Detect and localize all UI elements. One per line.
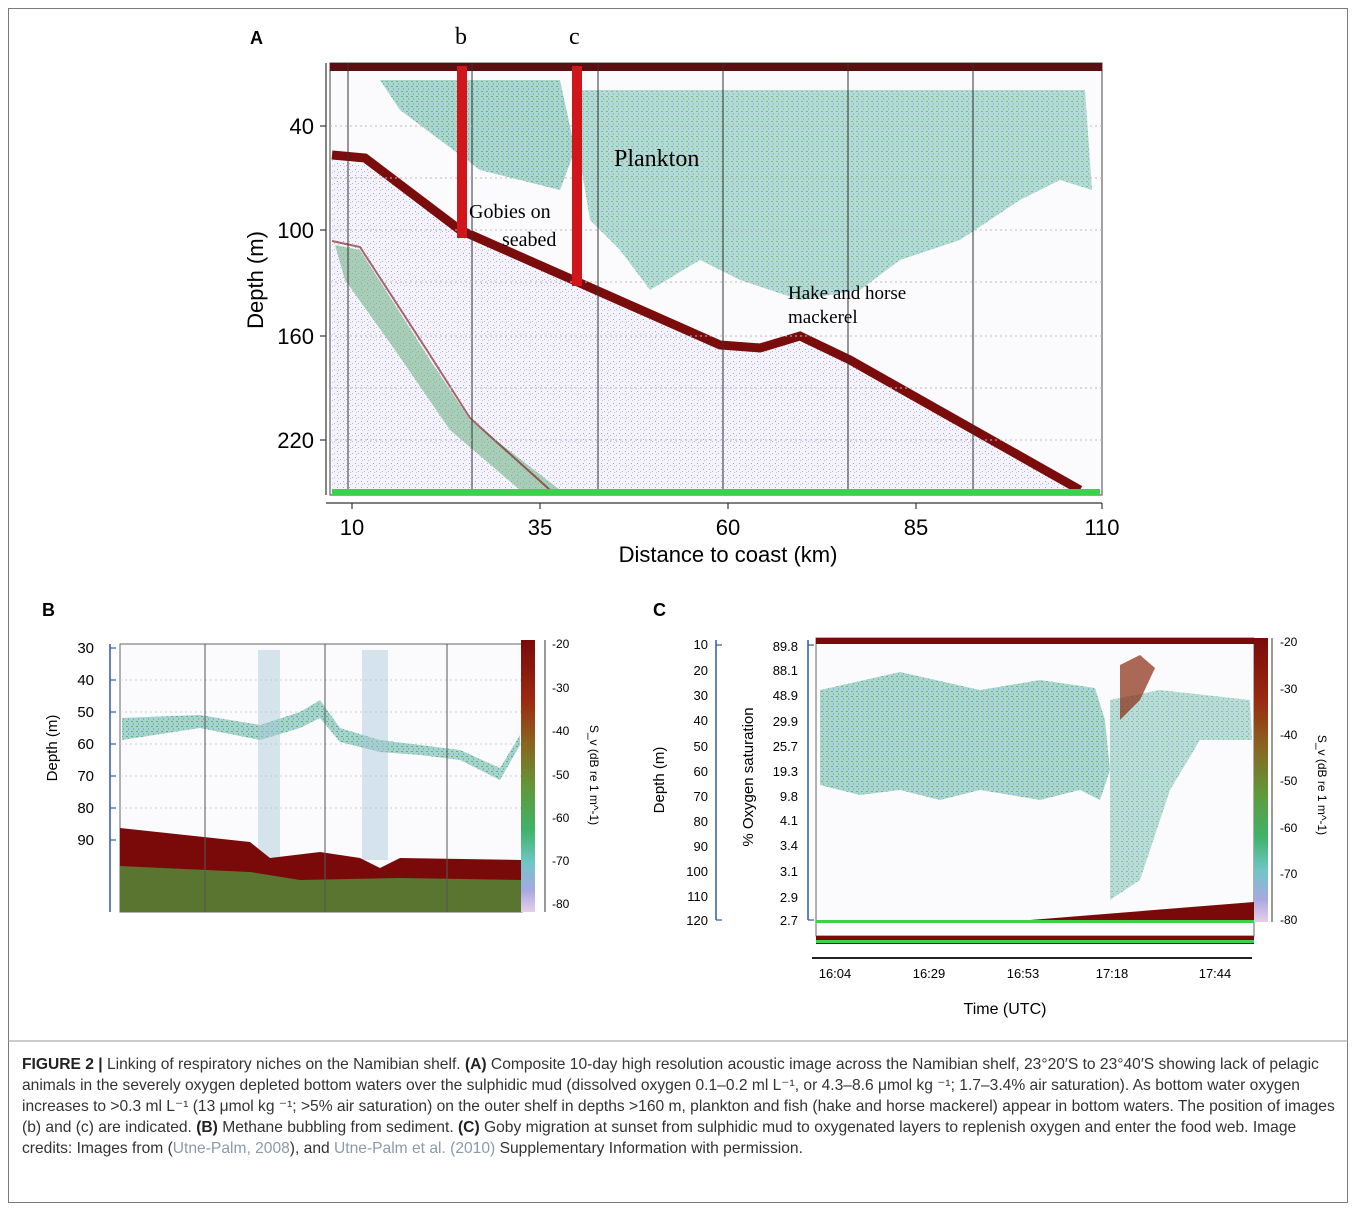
- label-plankton: Plankton: [614, 146, 699, 172]
- panel-c-oxygen-tick: 25.7: [773, 739, 798, 754]
- panel-c-time-tick: 17:44: [1199, 966, 1232, 981]
- panel-c-depth-label: Depth (m): [651, 747, 668, 814]
- reference-link-utne-palm-2010[interactable]: Utne-Palm et al. (2010): [334, 1140, 496, 1157]
- panel-c-depth-tick: 90: [694, 839, 708, 854]
- caption-c-text: Goby migration at sunset from sulphidic …: [22, 1119, 1297, 1157]
- panel-b-echogram: [119, 643, 523, 913]
- panel-c-depth-tick: 20: [694, 663, 708, 678]
- panel-c-cbar-tick: -70: [1280, 867, 1298, 881]
- panel-c-time-tick: 16:04: [819, 966, 852, 981]
- panel-c-time-tick: 16:53: [1007, 966, 1040, 981]
- panel-b-ylabel: Depth (m): [44, 715, 61, 782]
- panel-a-ytick: 220: [277, 428, 314, 453]
- panel-c-oxygen-tick: 3.4: [780, 838, 798, 853]
- caption-mid: ), and: [289, 1140, 335, 1157]
- panel-c-oxygen-tick: 2.9: [780, 890, 798, 905]
- panel-b-ytick: 40: [77, 672, 94, 689]
- panel-a-ytick: 100: [277, 218, 314, 243]
- panel-c-letter: C: [653, 600, 666, 620]
- panel-c-oxygen-label: % Oxygen saturation: [740, 707, 757, 846]
- panel-a-xtick: 35: [528, 515, 552, 540]
- panel-c-depth-tick: 100: [686, 864, 708, 879]
- panel-a-ylabel: Depth (m): [243, 231, 268, 329]
- panel-b-ytick: 60: [77, 736, 94, 753]
- label-gobies-line1: Gobies on: [469, 201, 551, 223]
- panel-c-depth-tick: 40: [694, 713, 708, 728]
- panel-b-ytick: 50: [77, 704, 94, 721]
- panel-c-cbar-tick: -20: [1280, 635, 1298, 649]
- panel-c-oxygen-tick: 48.9: [773, 688, 798, 703]
- panel-a-letter: A: [250, 28, 263, 48]
- panel-b-cbar-label: S_v (dB re 1 m^-1): [587, 725, 601, 825]
- panel-c-oxygen-tick: 29.9: [773, 714, 798, 729]
- panel-a-xtick: 110: [1084, 515, 1119, 540]
- panel-b-cbar-tick: -70: [552, 854, 570, 868]
- panel-c-depth-tick: 120: [686, 913, 708, 928]
- panel-c-echogram: [815, 637, 1255, 944]
- panel-c-oxygen-tick: 3.1: [780, 864, 798, 879]
- panel-a-echogram: [329, 62, 1103, 496]
- panel-c-cbar-tick: -80: [1280, 913, 1298, 927]
- panel-a-xlabel: Distance to coast (km): [619, 542, 838, 567]
- label-gobies-line2: seabed: [502, 229, 556, 251]
- panel-c-oxygen-tick: 88.1: [773, 663, 798, 678]
- panel-c-cbar-label: S_v (dB re 1 m^-1): [1315, 735, 1329, 835]
- panel-a-xtick: 60: [716, 515, 740, 540]
- panel-c-oxygen-tick: 19.3: [773, 764, 798, 779]
- panel-b-cbar-tick: -40: [552, 724, 570, 738]
- panel-c-oxygen-tick: 4.1: [780, 813, 798, 828]
- panel-c-depth-tick: 80: [694, 814, 708, 829]
- panel-c-depth-tick: 110: [687, 889, 708, 904]
- panel-b-cbar-tick: -20: [552, 637, 570, 651]
- panel-c-depth-tick: 30: [694, 688, 708, 703]
- panel-a-ytick: 40: [290, 114, 314, 139]
- panel-a-xtick: 85: [904, 515, 928, 540]
- panel-c-oxygen-tick: 9.8: [780, 789, 798, 804]
- caption-c-tag: (C): [457, 1119, 480, 1136]
- caption-a-tag: (A): [464, 1056, 487, 1073]
- reference-link-utne-palm-2008[interactable]: Utne-Palm, 2008: [172, 1140, 290, 1157]
- label-hake-line2: mackerel: [788, 307, 858, 328]
- caption-intro: Linking of respiratory niches on the Nam…: [102, 1056, 465, 1073]
- figure-caption: FIGURE 2 | Linking of respiratory niches…: [22, 1054, 1338, 1159]
- panel-c-depth-tick: 50: [694, 739, 708, 754]
- panel-b-ytick: 90: [77, 832, 94, 849]
- panel-b-colorbar: [521, 640, 535, 912]
- panel-c-time-tick: 16:29: [913, 966, 946, 981]
- label-hake-line1: Hake and horse: [788, 283, 906, 304]
- panel-b-cbar-tick: -80: [552, 897, 570, 911]
- panel-c-depth-tick: 70: [694, 789, 708, 804]
- figure-graphics: A b: [8, 24, 1348, 1042]
- caption-a-text: Composite 10-day high resolution acousti…: [22, 1056, 1335, 1136]
- panel-c-cbar-tick: -40: [1280, 728, 1298, 742]
- panel-b-ytick: 30: [77, 640, 94, 657]
- panel-c-time-tick: 17:18: [1096, 966, 1129, 981]
- panel-b-ytick: 70: [77, 768, 94, 785]
- panel-c-depth-tick: 10: [694, 637, 708, 652]
- panel-c-cbar-tick: -30: [1280, 682, 1298, 696]
- figure-frame: [8, 8, 1348, 1203]
- panel-c-oxygen-tick: 2.7: [780, 913, 798, 928]
- panel-c-cbar-tick: -50: [1280, 774, 1298, 788]
- panel-a-xtick: 10: [340, 515, 364, 540]
- panel-c-depth-tick: 60: [694, 764, 708, 779]
- panel-b-ytick: 80: [77, 800, 94, 817]
- panel-c-oxygen-tick: 89.8: [773, 639, 798, 654]
- panel-b-cbar-tick: -30: [552, 681, 570, 695]
- panel-a-ytick: 160: [277, 324, 314, 349]
- caption-b-text: Methane bubbling from sediment.: [217, 1119, 458, 1136]
- caption-b-tag: (B): [196, 1119, 218, 1136]
- marker-c-label: c: [569, 24, 580, 50]
- caption-tail: Supplementary Information with permissio…: [495, 1140, 803, 1157]
- position-marker-c: [572, 66, 582, 286]
- panel-c-xlabel: Time (UTC): [964, 1001, 1047, 1018]
- position-marker-b: [457, 66, 467, 238]
- panel-b-cbar-tick: -60: [552, 811, 570, 825]
- panel-b-cbar-tick: -50: [552, 768, 570, 782]
- caption-lead: FIGURE 2 |: [22, 1056, 103, 1073]
- panel-c-cbar-tick: -60: [1280, 821, 1298, 835]
- panel-b-letter: B: [42, 600, 55, 620]
- marker-b-label: b: [455, 24, 467, 50]
- panel-c-colorbar: [1254, 638, 1268, 922]
